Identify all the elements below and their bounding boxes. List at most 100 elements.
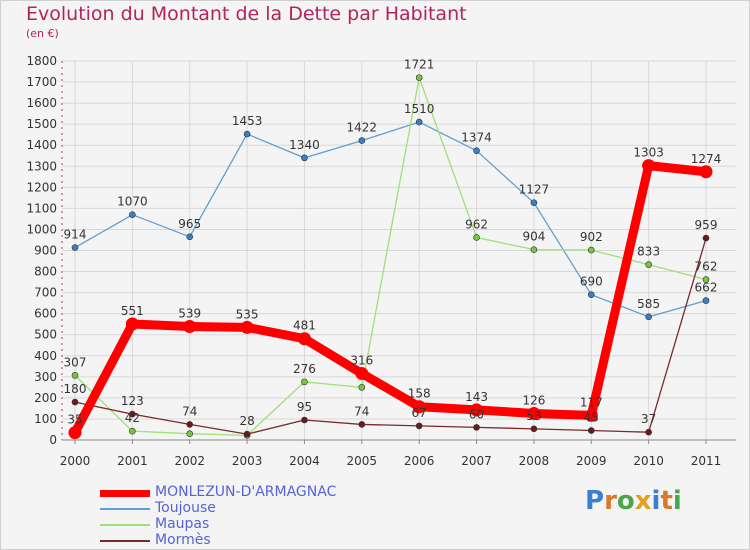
data-point [530,199,538,207]
data-point [297,332,311,346]
y-tick-label: 100 [34,412,57,426]
legend-swatch [100,524,150,526]
data-point [125,317,139,331]
data-point [301,416,308,424]
x-tick-label: 2002 [174,454,205,468]
y-tick-label: 1000 [26,222,57,236]
legend-swatch [100,490,150,497]
data-point [129,427,136,435]
data-label: 123 [121,394,144,408]
data-point [699,165,713,179]
x-tick-label: 2008 [519,454,550,468]
data-label: 959 [695,218,718,232]
data-point [587,427,595,434]
data-point [702,276,710,283]
data-label: 965 [178,217,201,231]
data-point [645,261,652,268]
data-label: 904 [522,230,545,244]
series-line [74,76,707,437]
data-label: 762 [695,260,718,274]
x-tick-label: 2007 [461,454,492,468]
data-label: 1303 [633,146,664,160]
data-label: 316 [350,353,373,367]
data-point [412,400,426,414]
data-point [642,159,656,173]
data-label: 60 [469,407,484,421]
legend-label: Mormès [155,532,211,548]
y-tick-label: 1700 [26,75,57,89]
data-point [530,425,538,433]
data-point [415,422,423,430]
data-label: 28 [239,414,254,428]
data-label: 35 [67,413,82,427]
data-label: 276 [293,362,316,376]
y-tick-label: 300 [34,370,57,384]
data-label: 74 [182,404,197,418]
x-tick-label: 2010 [633,454,664,468]
data-label: 1422 [347,121,378,135]
logo-letter: t [660,486,673,516]
data-point [473,424,480,431]
x-tick-label: 2000 [60,454,91,468]
y-tick-label: 1800 [26,54,57,68]
x-tick-label: 2001 [117,454,148,468]
chart-subtitle: (en €) [26,27,59,40]
data-label: 1510 [404,102,435,116]
data-label: 833 [637,245,660,259]
data-label: 74 [354,404,369,418]
data-point [702,297,710,304]
y-tick-label: 200 [34,391,57,405]
y-tick-label: 1300 [26,159,57,173]
data-label: 1721 [404,58,435,72]
data-point [473,234,480,241]
logo-letter: P [585,486,605,516]
data-label: 1127 [519,183,550,197]
data-point [71,244,79,251]
data-label: 585 [637,297,660,311]
chart-title: Evolution du Montant de la Dette par Hab… [26,3,467,25]
x-tick-label: 2004 [289,454,320,468]
x-tick-label: 2009 [576,454,607,468]
data-point [129,410,136,418]
data-point [470,403,484,417]
data-point [584,408,598,422]
data-point [587,291,595,299]
data-point [702,234,710,242]
data-label: 45 [584,411,599,425]
data-label: 551 [121,304,144,318]
data-label: 914 [64,228,87,242]
data-label: 95 [297,400,312,414]
data-point [645,428,652,436]
data-label: 662 [695,281,718,295]
data-point [71,372,79,379]
data-label: 481 [293,319,316,333]
legend-label: Maupas [155,516,210,532]
data-point [473,147,480,154]
data-point [355,366,369,380]
series-line [70,161,711,438]
logo-letter: i [651,486,661,516]
data-label: 1340 [289,138,320,152]
y-tick-label: 1200 [26,180,57,194]
y-tick-label: 900 [34,244,57,258]
data-label: 902 [580,230,603,244]
data-point [243,430,251,438]
y-tick-label: 1400 [26,138,57,152]
x-tick-label: 2011 [691,454,722,468]
series-line [74,121,707,318]
x-tick-label: 2005 [347,454,378,468]
data-label: 37 [641,412,656,426]
data-point [415,74,423,81]
data-point [527,406,541,420]
logo-letter: o [616,486,635,516]
y-tick-label: 1600 [26,96,57,110]
data-point [530,246,538,253]
series-line [74,237,707,435]
proxiti-logo: Proxiti [585,486,682,516]
data-label: 42 [125,411,140,425]
legend-label: Toujouse [155,500,216,516]
y-tick-label: 800 [34,265,57,279]
data-point [358,384,366,391]
y-tick-label: 1100 [26,201,57,215]
x-tick-label: 2003 [232,454,263,468]
